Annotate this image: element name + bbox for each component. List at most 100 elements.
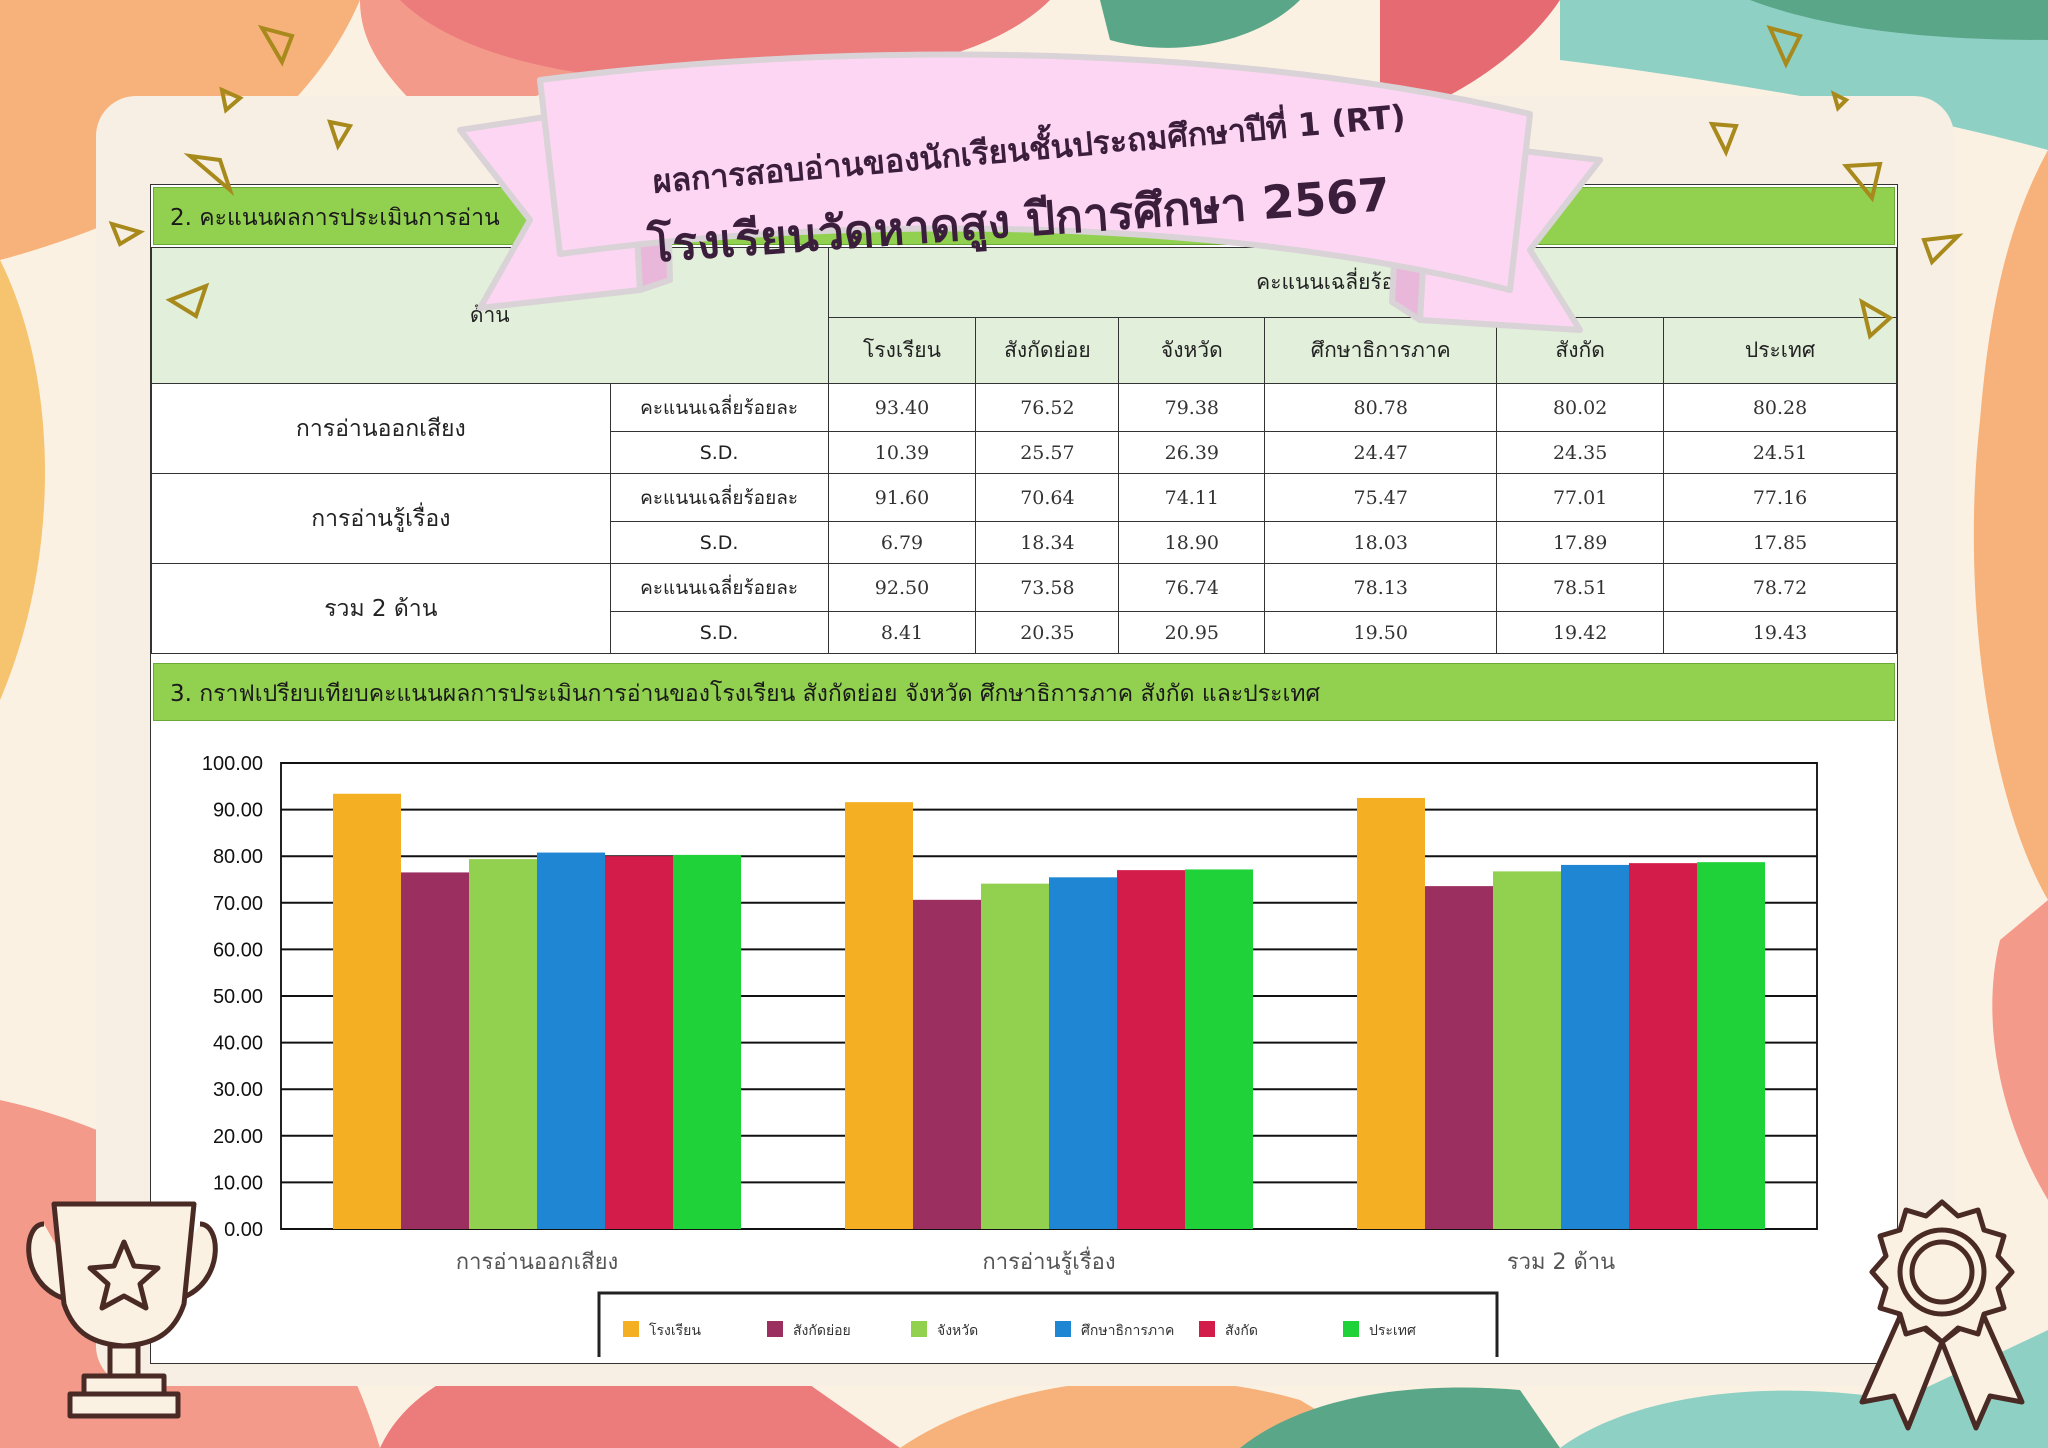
bar [845, 802, 913, 1229]
legend-label: ศึกษาธิการภาค [1081, 1323, 1174, 1339]
bar-chart: 0.00 10.00 20.00 30.00 40.00 50.00 60.00 70.00 8… [202, 753, 1818, 1357]
mean-value: 92.50 [827, 563, 977, 612]
mean-value: 79.38 [1118, 383, 1266, 432]
section-2-title: 2. คะแนนผลการประเมินการอ่าน [170, 205, 500, 231]
y-tick-label: 20.00 [213, 1126, 263, 1148]
mean-value: 77.01 [1496, 473, 1665, 522]
section-3-title: 3. กราฟเปรียบเทียบคะแนนผลการประเมินการอ่… [170, 681, 1321, 707]
mean-value: 78.72 [1663, 563, 1897, 612]
sd-label: S.D. [609, 611, 829, 654]
y-tick-label: 0.00 [224, 1219, 263, 1241]
y-tick-label: 100.00 [202, 753, 263, 775]
sd-value: 17.85 [1663, 521, 1897, 564]
column-header: ศึกษาธิการภาค [1264, 317, 1498, 384]
mean-label: คะแนนเฉลี่ยร้อยละ [609, 563, 829, 612]
mean-value: 76.52 [975, 383, 1120, 432]
title-ribbon-banner: ผลการสอบอ่านของนักเรียนชั้นประถมศึกษาปีท… [457, 51, 1603, 333]
x-category-label: การอ่านออกเสียง [456, 1250, 618, 1275]
bar [605, 856, 673, 1229]
legend-label: โรงเรียน [649, 1322, 701, 1339]
sd-value: 18.03 [1264, 521, 1498, 564]
sd-value: 18.90 [1118, 521, 1266, 564]
mean-label: คะแนนเฉลี่ยร้อยละ [609, 473, 829, 522]
mean-value: 78.13 [1264, 563, 1498, 612]
legend-swatch [623, 1321, 639, 1337]
bar [1561, 864, 1629, 1229]
sd-value: 26.39 [1118, 431, 1266, 474]
sd-value: 24.47 [1264, 431, 1498, 474]
column-header: ประเทศ [1663, 317, 1897, 384]
mean-value: 80.02 [1496, 383, 1665, 432]
x-category-label: รวม 2 ด้าน [1507, 1250, 1615, 1275]
mean-value: 93.40 [827, 383, 977, 432]
mean-value: 91.60 [827, 473, 977, 522]
trophy-icon [26, 1201, 218, 1419]
bar [1493, 871, 1561, 1229]
sd-value: 25.57 [975, 431, 1120, 474]
legend-swatch [767, 1321, 783, 1337]
table-row: การอ่านออกเสียง คะแนนเฉลี่ยร้อยละ 93.40 76.… [151, 383, 1897, 474]
y-tick-label: 80.00 [213, 846, 263, 868]
award-ribbon-icon [1859, 1199, 2025, 1431]
sd-value: 24.35 [1496, 431, 1665, 474]
legend-swatch [1055, 1321, 1071, 1337]
table-body: การอ่านออกเสียง คะแนนเฉลี่ยร้อยละ 93.40 76.… [151, 383, 1897, 654]
y-tick-label: 30.00 [213, 1079, 263, 1101]
legend-label: ประเทศ [1369, 1323, 1416, 1339]
bar [333, 793, 401, 1229]
aspect-name: รวม 2 ด้าน [151, 563, 611, 654]
sd-value: 6.79 [827, 521, 977, 564]
section-3-header: 3. กราฟเปรียบเทียบคะแนนผลการประเมินการอ่… [153, 663, 1895, 721]
bar [401, 872, 469, 1229]
sd-label: S.D. [609, 431, 829, 474]
legend-swatch [1199, 1321, 1215, 1337]
mean-value: 74.11 [1118, 473, 1266, 522]
mean-value: 76.74 [1118, 563, 1266, 612]
sd-label: S.D. [609, 521, 829, 564]
mean-value: 73.58 [975, 563, 1120, 612]
column-header-row: โรงเรียน สังกัดย่อย จังหวัด ศึกษาธิการภาค สั… [152, 317, 1897, 384]
sd-value: 24.51 [1663, 431, 1897, 474]
sd-value: 19.50 [1264, 611, 1498, 654]
bar [537, 852, 605, 1229]
mean-value: 80.78 [1264, 383, 1498, 432]
legend-label: สังกัด [1225, 1323, 1258, 1339]
y-tick-label: 70.00 [213, 893, 263, 915]
y-tick-label: 40.00 [213, 1033, 263, 1055]
legend-swatch [911, 1321, 927, 1337]
bar [913, 899, 981, 1229]
bar [1425, 886, 1493, 1229]
bar [1697, 862, 1765, 1229]
table-row: S.D. 8.41 20.35 20.95 19.50 19.42 19.43 [152, 611, 1897, 654]
aspect-name: การอ่านออกเสียง [151, 383, 611, 474]
score-table: ด้าน คะแนนเฉลี่ยร้อยละจำแ โรงเรียน สังกัด… [151, 247, 1898, 654]
y-tick-label: 50.00 [213, 986, 263, 1008]
legend-box [597, 1291, 1499, 1357]
sd-value: 20.35 [975, 611, 1120, 654]
bar [1357, 797, 1425, 1229]
sd-value: 17.89 [1496, 521, 1665, 564]
column-header: จังหวัด [1118, 317, 1266, 384]
bar [673, 854, 741, 1229]
bar [1629, 863, 1697, 1229]
mean-value: 77.16 [1663, 473, 1897, 522]
bar [1049, 877, 1117, 1229]
column-header: โรงเรียน [827, 317, 977, 384]
sd-value: 19.43 [1663, 611, 1897, 654]
table-row: S.D. 10.39 25.57 26.39 24.47 24.35 24.51 [152, 431, 1897, 474]
legend-swatch [1343, 1321, 1359, 1337]
bar [469, 859, 537, 1229]
table-row: การอ่านรู้เรื่อง คะแนนเฉลี่ยร้อยละ 91.60 70… [151, 473, 1897, 564]
sd-value: 19.42 [1496, 611, 1665, 654]
legend-label: จังหวัด [937, 1323, 978, 1339]
y-tick-label: 10.00 [213, 1172, 263, 1194]
sd-value: 18.34 [975, 521, 1120, 564]
mean-label: คะแนนเฉลี่ยร้อยละ [609, 383, 829, 432]
sd-value: 8.41 [827, 611, 977, 654]
x-category-label: การอ่านรู้เรื่อง [982, 1246, 1115, 1275]
aspect-name: การอ่านรู้เรื่อง [151, 473, 611, 564]
mean-value: 80.28 [1663, 383, 1897, 432]
table-row: S.D. 6.79 18.34 18.90 18.03 17.89 17.85 [152, 521, 1897, 564]
sd-value: 20.95 [1118, 611, 1266, 654]
mean-value: 75.47 [1264, 473, 1498, 522]
